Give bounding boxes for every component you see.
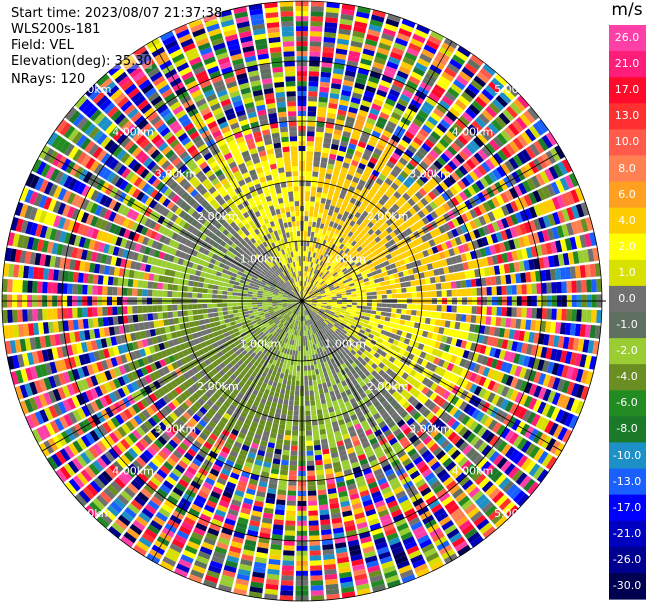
azimuth-spoke: [301, 150, 562, 302]
colorbar-unit: m/s: [611, 0, 643, 20]
colorbar-tick-label: 6.0: [618, 187, 636, 201]
colorbar-tick-label: 2.0: [618, 239, 636, 253]
colorbar-swatch: [609, 494, 646, 522]
range-ring-label: 1.00km: [240, 253, 282, 266]
range-ring-label: 4.00km: [452, 125, 494, 138]
azimuth-spoke: [41, 150, 303, 302]
ppi-velocity-plot: 1.00km 2.00km 3.00km 4.00km 5.00km 1.00km 2.00…: [1, 0, 606, 602]
colorbar-swatch: [609, 51, 646, 78]
colorbar-tick-label: 10.0: [614, 135, 640, 149]
colorbar-tick-label: -30.0: [612, 579, 642, 592]
colorbar-tick-label: 13.0: [614, 109, 640, 123]
colorbar-swatch: [609, 285, 646, 313]
colorbar-tick-label: 0.0: [618, 292, 636, 305]
range-ring-label: 1.00km: [324, 337, 366, 350]
range-ring-label: 5.00km: [70, 507, 112, 520]
colorbar-swatch: [609, 338, 646, 365]
colorbar-tick-label: 17.0: [614, 83, 640, 97]
colorbar-swatch: [609, 155, 646, 183]
colorbar-swatch: [609, 468, 646, 496]
azimuth-spoke: [151, 300, 303, 561]
colorbar-tick-label: 26.0: [614, 31, 640, 44]
colorbar-swatch: [609, 181, 646, 209]
range-ring-label: 4.00km: [452, 465, 494, 478]
range-ring-label: 5.00km: [494, 507, 536, 520]
colorbar-swatch: [609, 520, 646, 548]
range-ring-label: 4.00km: [112, 465, 154, 478]
colorbar-tick-label: 8.0: [618, 161, 636, 175]
instrument-label: WLS200s-181: [11, 22, 101, 37]
range-ring-label: 3.00km: [409, 422, 451, 435]
colorbar-tick-label: 1.0: [618, 265, 636, 279]
nrays-label: NRays: 120: [11, 72, 86, 87]
range-ring-label: 2.00km: [367, 210, 409, 223]
start-time-label: Start time: 2023/08/07 21:37:38: [11, 6, 223, 21]
colorbar-swatch: [609, 312, 646, 339]
colorbar-swatch: [609, 546, 646, 574]
range-ring-label: 2.00km: [367, 380, 409, 393]
colorbar-tick-label: -2.0: [616, 344, 638, 358]
colorbar-swatch: [609, 364, 646, 391]
range-ring-label: 3.00km: [409, 168, 451, 181]
azimuth-spoke: [151, 40, 303, 302]
azimuth-spoke: [41, 300, 303, 452]
colorbar-swatch: [609, 572, 646, 600]
colorbar-swatch: [609, 25, 646, 52]
range-ring-label: 2.00km: [197, 380, 239, 393]
colorbar-tick-label: -10.0: [612, 448, 642, 462]
azimuth-spoke: [301, 40, 453, 302]
colorbar-tick-label: 4.0: [618, 213, 636, 227]
colorbar-tick-label: 21.0: [614, 57, 640, 71]
elevation-label: Elevation(deg): 35.30: [11, 54, 152, 69]
colorbar-tick-label: -13.0: [612, 474, 642, 488]
colorbar-tick-label: -8.0: [616, 422, 638, 436]
range-ring-label: 4.00km: [112, 125, 154, 138]
colorbar-swatch: [609, 416, 646, 444]
colorbar-swatch: [609, 442, 646, 470]
colorbar-swatch: [609, 390, 646, 417]
colorbar-tick-label: -21.0: [612, 526, 642, 540]
range-ring-label: 1.00km: [324, 253, 366, 266]
velocity-gates: [2, 1, 602, 601]
colorbar-tick-label: -1.0: [616, 318, 638, 331]
colorbar-swatch: [609, 103, 646, 130]
colorbar-tick-label: -4.0: [616, 370, 638, 384]
colorbar-tick-label: -26.0: [612, 552, 642, 566]
range-ring-label: 3.00km: [155, 168, 197, 181]
colorbar-swatch: [609, 77, 646, 104]
colorbar-tick-label: -6.0: [616, 396, 638, 410]
azimuth-spoke: [301, 300, 453, 561]
range-ring-label: 1.00km: [240, 337, 282, 350]
azimuth-spoke: [301, 300, 562, 452]
field-label: Field: VEL: [11, 38, 74, 53]
colorbar-swatch: [609, 129, 646, 157]
range-ring-label: 2.00km: [197, 210, 239, 223]
colorbar-swatch: [609, 233, 646, 261]
range-ring-label: 5.00km: [70, 83, 112, 96]
colorbar-swatch: [609, 207, 646, 235]
colorbar: [609, 25, 646, 600]
colorbar-swatch: [609, 259, 646, 287]
colorbar-tick-label: -17.0: [612, 500, 642, 514]
range-ring-label: 3.00km: [155, 422, 197, 435]
range-ring-label: 5.00km: [494, 83, 536, 96]
